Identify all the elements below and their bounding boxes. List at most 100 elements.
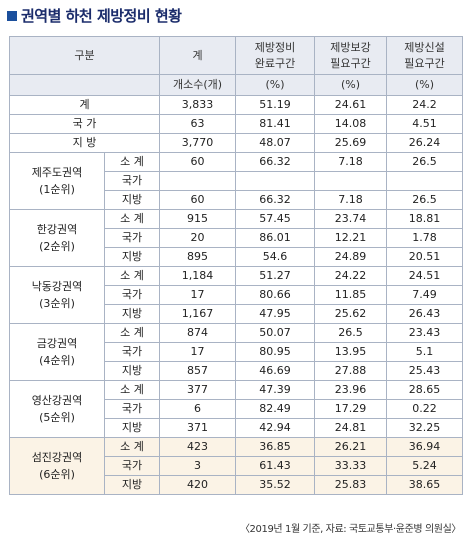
- region-rank-text: (1순위): [39, 183, 75, 196]
- sub-label: 지방: [104, 247, 160, 267]
- region-row: 섬진강권역 (6순위) 소 계 423 36.85 26.21 36.94: [9, 437, 463, 495]
- reinforce-cell: 17.29: [314, 399, 387, 419]
- done-cell: 81.41: [235, 114, 315, 134]
- new-cell: 18.81: [386, 209, 463, 229]
- region-name-text: 섬진강권역: [31, 451, 83, 464]
- count-cell: 915: [159, 209, 236, 229]
- done-cell: 35.52: [235, 475, 315, 495]
- reinforce-cell: 23.74: [314, 209, 387, 229]
- count-cell: 1,184: [159, 266, 236, 286]
- sub-label: 지방: [104, 418, 160, 438]
- region-name-text: 영산강권역: [31, 394, 83, 407]
- header-total: 계: [159, 36, 236, 75]
- region-row: 지방 420 35.52 25.83 38.65: [10, 475, 463, 495]
- done-cell: 48.07: [235, 133, 315, 153]
- header-category: 구분: [9, 36, 160, 75]
- header-new-line1: 제방신설: [404, 40, 445, 54]
- new-cell: 28.65: [386, 380, 463, 400]
- new-cell: 25.43: [386, 361, 463, 381]
- count-cell: 857: [159, 361, 236, 381]
- region-name: 한강권역 (2순위): [9, 209, 105, 267]
- region-name-text: 제주도권역: [31, 166, 83, 179]
- source-note: 〈2019년 1월 기준, 자료: 국토교통부·윤준병 의원실〉: [239, 524, 461, 535]
- reinforce-cell: 24.61: [314, 95, 387, 115]
- done-cell: 66.32: [235, 190, 315, 210]
- count-cell: 20: [159, 228, 236, 248]
- summary-row: 국 가 63 81.41 14.08 4.51: [9, 114, 463, 134]
- region-name-text: 한강권역: [36, 223, 78, 236]
- header-pct-1: (%): [235, 74, 315, 96]
- reinforce-cell: 24.81: [314, 418, 387, 438]
- done-cell: 61.43: [235, 456, 315, 476]
- header-pct-2: (%): [314, 74, 387, 96]
- new-cell: 5.1: [386, 342, 463, 362]
- region-row: 국가 6 82.49 17.29 0.22: [10, 399, 463, 419]
- count-cell: [159, 171, 236, 191]
- count-cell: 6: [159, 399, 236, 419]
- region-row: 제주도권역 (1순위) 소 계 60 66.32 7.18 26.5: [9, 152, 463, 210]
- region-rank-text: (6순위): [39, 468, 75, 481]
- header-pct-3: (%): [386, 74, 463, 96]
- region-row: 국가 3 61.43 33.33 5.24: [10, 456, 463, 476]
- reinforce-cell: 24.89: [314, 247, 387, 267]
- new-cell: 20.51: [386, 247, 463, 267]
- title-text: 권역별 하천 제방정비 현황: [21, 7, 182, 25]
- region-row: 국가 17 80.66 11.85 7.49: [10, 285, 463, 305]
- reinforce-cell: 14.08: [314, 114, 387, 134]
- region-name: 섬진강권역 (6순위): [9, 437, 105, 495]
- count-cell: 17: [159, 285, 236, 305]
- region-row: 지방 857 46.69 27.88 25.43: [10, 361, 463, 381]
- region-row: 낙동강권역 (3순위) 소 계 1,184 51.27 24.22 24.51: [9, 266, 463, 324]
- done-cell: 42.94: [235, 418, 315, 438]
- done-cell: 57.45: [235, 209, 315, 229]
- header-done: 제방정비 완료구간: [235, 36, 315, 75]
- done-cell: 50.07: [235, 323, 315, 343]
- new-cell: 36.94: [386, 437, 463, 457]
- done-cell: 47.95: [235, 304, 315, 324]
- sub-label: 국가: [104, 171, 160, 191]
- reinforce-cell: 27.88: [314, 361, 387, 381]
- header-new-line2: 필요구간: [404, 56, 445, 70]
- done-cell: 36.85: [235, 437, 315, 457]
- header-reinforce: 제방보강 필요구간: [314, 36, 387, 75]
- sub-label: 지방: [104, 361, 160, 381]
- new-cell: 24.51: [386, 266, 463, 286]
- new-cell: 26.5: [386, 190, 463, 210]
- reinforce-cell: 25.83: [314, 475, 387, 495]
- header-reinforce-line1: 제방보강: [330, 40, 371, 54]
- reinforce-cell: 7.18: [314, 190, 387, 210]
- region-name: 낙동강권역 (3순위): [9, 266, 105, 324]
- region-name: 제주도권역 (1순위): [9, 152, 105, 210]
- new-cell: 7.49: [386, 285, 463, 305]
- sub-label: 국가: [104, 285, 160, 305]
- done-cell: 82.49: [235, 399, 315, 419]
- reinforce-cell: 24.22: [314, 266, 387, 286]
- reinforce-cell: 33.33: [314, 456, 387, 476]
- header-row-2: 개소수(개) (%) (%) (%): [9, 74, 463, 96]
- sub-label: 지방: [104, 304, 160, 324]
- summary-row: 지 방 3,770 48.07 25.69 26.24: [9, 133, 463, 153]
- done-cell: 80.66: [235, 285, 315, 305]
- row-label: 국 가: [9, 114, 160, 134]
- sub-label: 국가: [104, 228, 160, 248]
- count-cell: 17: [159, 342, 236, 362]
- region-rank-text: (4순위): [39, 354, 75, 367]
- row-label: 지 방: [9, 133, 160, 153]
- region-row: 한강권역 (2순위) 소 계 915 57.45 23.74 18.81: [9, 209, 463, 267]
- new-cell: 24.2: [386, 95, 463, 115]
- done-cell: [235, 171, 315, 191]
- new-cell: 1.78: [386, 228, 463, 248]
- done-cell: 51.27: [235, 266, 315, 286]
- region-name: 영산강권역 (5순위): [9, 380, 105, 438]
- count-cell: 3: [159, 456, 236, 476]
- new-cell: 26.43: [386, 304, 463, 324]
- header-count-unit: 개소수(개): [159, 74, 236, 96]
- count-cell: 874: [159, 323, 236, 343]
- new-cell: 26.24: [386, 133, 463, 153]
- sub-label: 소 계: [104, 266, 160, 286]
- done-cell: 46.69: [235, 361, 315, 381]
- count-cell: 1,167: [159, 304, 236, 324]
- region-row: 금강권역 (4순위) 소 계 874 50.07 26.5 23.43: [9, 323, 463, 381]
- sub-label: 지방: [104, 475, 160, 495]
